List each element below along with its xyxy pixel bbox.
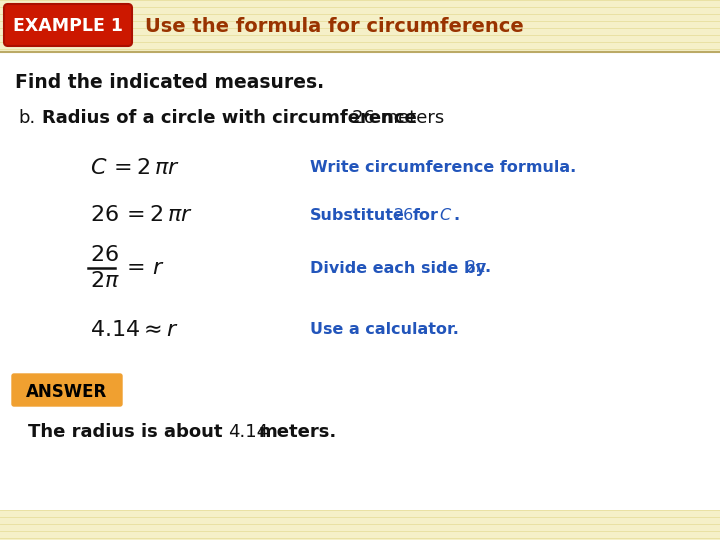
FancyBboxPatch shape [12,374,122,406]
Text: Substitute: Substitute [310,207,405,222]
Text: $2\pi$: $2\pi$ [465,260,487,276]
Text: 26 meters: 26 meters [352,109,444,127]
Text: $4.14\approx r$: $4.14\approx r$ [90,319,179,341]
Text: The radius is about: The radius is about [28,423,222,441]
FancyBboxPatch shape [4,4,132,46]
Text: $2\pi$: $2\pi$ [90,270,120,292]
Text: .: . [453,207,459,222]
Text: $26\,=2\,\pi r$: $26\,=2\,\pi r$ [90,204,193,226]
FancyBboxPatch shape [0,0,720,52]
Text: for: for [413,207,439,222]
Text: 26: 26 [394,207,414,222]
FancyBboxPatch shape [0,510,720,540]
Text: $26$: $26$ [90,244,119,266]
Text: 4.14: 4.14 [228,423,268,441]
Text: .: . [484,260,490,275]
Text: Find the indicated measures.: Find the indicated measures. [15,72,324,91]
Text: $C\,=2\,\pi r$: $C\,=2\,\pi r$ [90,157,180,179]
Text: Radius of a circle with circumference: Radius of a circle with circumference [42,109,417,127]
Text: Divide each side by: Divide each side by [310,260,486,275]
Text: Write circumference formula.: Write circumference formula. [310,160,576,176]
Text: b.: b. [18,109,35,127]
Text: meters.: meters. [258,423,336,441]
Text: $C$: $C$ [439,206,452,224]
Text: Use the formula for circumference: Use the formula for circumference [145,17,523,36]
Text: ANSWER: ANSWER [27,383,107,401]
Text: EXAMPLE 1: EXAMPLE 1 [13,17,123,35]
Text: Use a calculator.: Use a calculator. [310,322,459,338]
Text: $=\,r$: $=\,r$ [122,257,165,279]
